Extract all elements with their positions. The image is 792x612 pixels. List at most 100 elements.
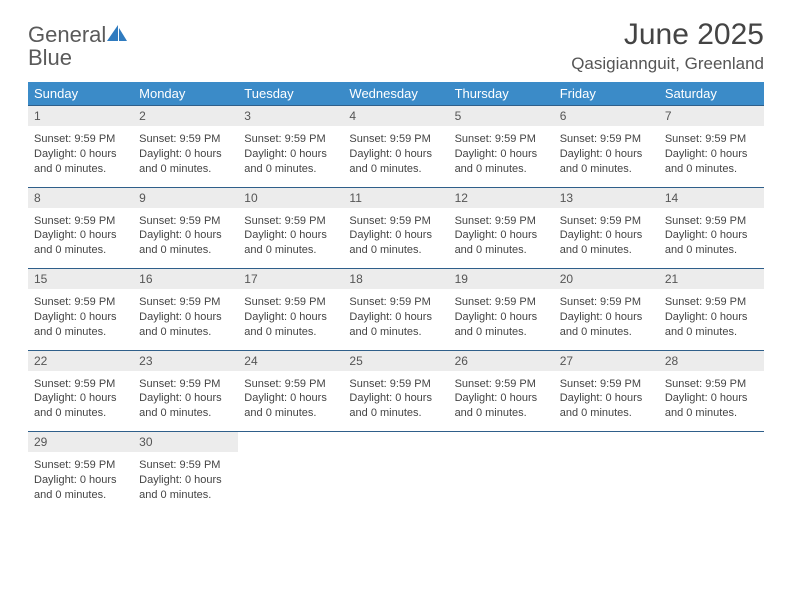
brand-word1: General [28, 22, 106, 47]
daylight-text: Daylight: 0 hours and 0 minutes. [665, 228, 758, 258]
daynum-cell: 3 [238, 106, 343, 127]
title-block: June 2025 Qasigiannguit, Greenland [571, 18, 764, 74]
sunset-text: Sunset: 9:59 PM [349, 214, 442, 229]
sail-icon [106, 24, 128, 47]
daynum-row: 2930 [28, 432, 764, 453]
sunset-text: Sunset: 9:59 PM [455, 377, 548, 392]
daynum-cell: 16 [133, 269, 238, 290]
detail-cell: Sunset: 9:59 PMDaylight: 0 hours and 0 m… [449, 289, 554, 350]
month-title: June 2025 [571, 18, 764, 52]
daynum-cell: 19 [449, 269, 554, 290]
daynum-cell: 6 [554, 106, 659, 127]
sunset-text: Sunset: 9:59 PM [665, 377, 758, 392]
empty-daynum-cell [449, 432, 554, 453]
daylight-text: Daylight: 0 hours and 0 minutes. [349, 391, 442, 421]
sunset-text: Sunset: 9:59 PM [34, 214, 127, 229]
daylight-text: Daylight: 0 hours and 0 minutes. [34, 228, 127, 258]
daynum-cell: 22 [28, 350, 133, 371]
detail-cell: Sunset: 9:59 PMDaylight: 0 hours and 0 m… [133, 371, 238, 432]
daylight-text: Daylight: 0 hours and 0 minutes. [244, 391, 337, 421]
daylight-text: Daylight: 0 hours and 0 minutes. [560, 228, 653, 258]
daynum-cell: 1 [28, 106, 133, 127]
daylight-text: Daylight: 0 hours and 0 minutes. [244, 310, 337, 340]
detail-cell: Sunset: 9:59 PMDaylight: 0 hours and 0 m… [133, 126, 238, 187]
detail-cell [449, 452, 554, 513]
sunset-text: Sunset: 9:59 PM [349, 377, 442, 392]
daynum-cell: 12 [449, 187, 554, 208]
detail-cell: Sunset: 9:59 PMDaylight: 0 hours and 0 m… [449, 208, 554, 269]
daynum-cell: 9 [133, 187, 238, 208]
calendar-table: Sunday Monday Tuesday Wednesday Thursday… [28, 82, 764, 513]
daynum-cell: 18 [343, 269, 448, 290]
detail-cell: Sunset: 9:59 PMDaylight: 0 hours and 0 m… [659, 289, 764, 350]
daylight-text: Daylight: 0 hours and 0 minutes. [34, 147, 127, 177]
sunset-text: Sunset: 9:59 PM [455, 132, 548, 147]
daynum-cell: 26 [449, 350, 554, 371]
sunset-text: Sunset: 9:59 PM [560, 214, 653, 229]
detail-cell: Sunset: 9:59 PMDaylight: 0 hours and 0 m… [659, 126, 764, 187]
daynum-cell: 10 [238, 187, 343, 208]
detail-cell: Sunset: 9:59 PMDaylight: 0 hours and 0 m… [449, 126, 554, 187]
daylight-text: Daylight: 0 hours and 0 minutes. [244, 228, 337, 258]
brand-word2: Blue [28, 45, 72, 70]
detail-cell [238, 452, 343, 513]
daynum-cell: 8 [28, 187, 133, 208]
daynum-cell: 29 [28, 432, 133, 453]
daylight-text: Daylight: 0 hours and 0 minutes. [665, 147, 758, 177]
detail-cell: Sunset: 9:59 PMDaylight: 0 hours and 0 m… [343, 126, 448, 187]
sunset-text: Sunset: 9:59 PM [34, 377, 127, 392]
sunset-text: Sunset: 9:59 PM [665, 214, 758, 229]
detail-cell: Sunset: 9:59 PMDaylight: 0 hours and 0 m… [238, 126, 343, 187]
daylight-text: Daylight: 0 hours and 0 minutes. [349, 147, 442, 177]
detail-cell [343, 452, 448, 513]
brand-logo: General Blue [28, 18, 128, 70]
sunset-text: Sunset: 9:59 PM [34, 132, 127, 147]
dow-header: Sunday [28, 82, 133, 106]
detail-cell: Sunset: 9:59 PMDaylight: 0 hours and 0 m… [659, 371, 764, 432]
detail-cell: Sunset: 9:59 PMDaylight: 0 hours and 0 m… [554, 208, 659, 269]
daylight-text: Daylight: 0 hours and 0 minutes. [139, 228, 232, 258]
daylight-text: Daylight: 0 hours and 0 minutes. [560, 147, 653, 177]
detail-cell [554, 452, 659, 513]
detail-cell: Sunset: 9:59 PMDaylight: 0 hours and 0 m… [343, 371, 448, 432]
detail-cell: Sunset: 9:59 PMDaylight: 0 hours and 0 m… [238, 208, 343, 269]
daynum-cell: 4 [343, 106, 448, 127]
sunset-text: Sunset: 9:59 PM [139, 377, 232, 392]
detail-cell: Sunset: 9:59 PMDaylight: 0 hours and 0 m… [28, 289, 133, 350]
dow-row: Sunday Monday Tuesday Wednesday Thursday… [28, 82, 764, 106]
detail-cell: Sunset: 9:59 PMDaylight: 0 hours and 0 m… [238, 371, 343, 432]
daylight-text: Daylight: 0 hours and 0 minutes. [455, 391, 548, 421]
detail-cell: Sunset: 9:59 PMDaylight: 0 hours and 0 m… [133, 452, 238, 513]
daylight-text: Daylight: 0 hours and 0 minutes. [34, 473, 127, 503]
daylight-text: Daylight: 0 hours and 0 minutes. [349, 228, 442, 258]
empty-daynum-cell [554, 432, 659, 453]
daynum-cell: 28 [659, 350, 764, 371]
empty-daynum-cell [238, 432, 343, 453]
detail-cell: Sunset: 9:59 PMDaylight: 0 hours and 0 m… [343, 289, 448, 350]
sunset-text: Sunset: 9:59 PM [34, 295, 127, 310]
detail-cell: Sunset: 9:59 PMDaylight: 0 hours and 0 m… [133, 208, 238, 269]
sunset-text: Sunset: 9:59 PM [139, 132, 232, 147]
daylight-text: Daylight: 0 hours and 0 minutes. [139, 391, 232, 421]
daylight-text: Daylight: 0 hours and 0 minutes. [560, 310, 653, 340]
dow-header: Tuesday [238, 82, 343, 106]
daylight-text: Daylight: 0 hours and 0 minutes. [139, 473, 232, 503]
detail-row: Sunset: 9:59 PM Daylight: 0 hours and 0 m… [28, 289, 764, 350]
daynum-cell: 24 [238, 350, 343, 371]
dow-header: Thursday [449, 82, 554, 106]
detail-cell: Sunset: 9:59 PMDaylight: 0 hours and 0 m… [659, 208, 764, 269]
detail-row: Sunset: 9:59 PMDaylight: 0 hours and 0 m… [28, 208, 764, 269]
daylight-text: Daylight: 0 hours and 0 minutes. [665, 391, 758, 421]
detail-cell: Sunset: 9:59 PMDaylight: 0 hours and 0 m… [554, 371, 659, 432]
empty-daynum-cell [343, 432, 448, 453]
daynum-cell: 21 [659, 269, 764, 290]
location-label: Qasigiannguit, Greenland [571, 54, 764, 74]
daynum-cell: 13 [554, 187, 659, 208]
detail-row: Sunset: 9:59 PMDaylight: 0 hours and 0 m… [28, 371, 764, 432]
sunset-text: Sunset: 9:59 PM [349, 295, 442, 310]
dow-header: Saturday [659, 82, 764, 106]
daynum-cell: 27 [554, 350, 659, 371]
daylight-text: Daylight: 0 hours and 0 minutes. [139, 147, 232, 177]
detail-cell: Sunset: 9:59 PMDaylight: 0 hours and 0 m… [554, 289, 659, 350]
daynum-cell: 15 [28, 269, 133, 290]
